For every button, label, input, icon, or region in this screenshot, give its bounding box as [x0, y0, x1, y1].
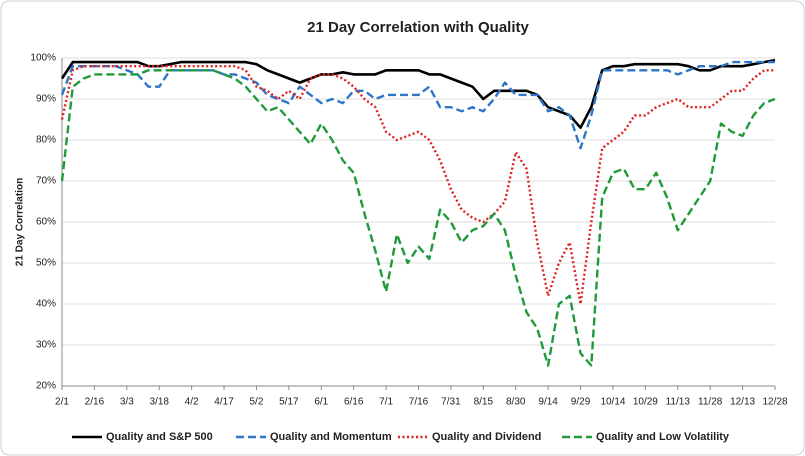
x-tick-label: 9/29 — [571, 397, 591, 408]
x-tick-label: 9/14 — [538, 397, 558, 408]
x-tick-label: 7/31 — [441, 397, 461, 408]
series-line — [60, 69, 776, 367]
x-tick-label: 8/30 — [506, 397, 526, 408]
y-tick-label: 80% — [36, 135, 56, 146]
y-tick-label: 50% — [36, 258, 56, 269]
series-line — [60, 65, 775, 306]
y-tick-label: 40% — [36, 299, 56, 310]
series-line — [60, 60, 775, 150]
x-tick-label: 5/2 — [250, 397, 264, 408]
x-tick-label: 3/18 — [149, 397, 169, 408]
y-tick-label: 60% — [36, 217, 56, 228]
x-tick-label: 3/3 — [120, 397, 134, 408]
y-tick-label: 30% — [36, 340, 56, 351]
x-tick-label: 12/13 — [730, 397, 755, 408]
y-tick-label: 70% — [36, 176, 56, 187]
legend-label: Quality and S&P 500 — [106, 431, 213, 443]
x-tick-label: 8/15 — [474, 397, 494, 408]
x-tick-label: 11/28 — [698, 397, 723, 408]
y-axis-title: 21 Day Correlation — [15, 178, 26, 266]
x-tick-label: 10/14 — [600, 397, 625, 408]
x-tick-label: 4/17 — [214, 397, 234, 408]
x-tick-label: 2/1 — [55, 397, 69, 408]
x-tick-label: 10/29 — [633, 397, 658, 408]
x-tick-label: 11/13 — [666, 397, 691, 408]
legend-label: Quality and Low Volatility — [596, 431, 730, 443]
legend-label: Quality and Dividend — [432, 431, 541, 443]
x-tick-label: 6/16 — [344, 397, 364, 408]
x-tick-label: 2/16 — [85, 397, 105, 408]
y-tick-label: 90% — [36, 94, 56, 105]
x-tick-label: 6/1 — [314, 397, 328, 408]
x-tick-label: 12/28 — [762, 397, 787, 408]
y-tick-label: 100% — [30, 53, 56, 64]
chart-title: 21 Day Correlation with Quality — [307, 19, 529, 36]
x-tick-label: 7/1 — [379, 397, 393, 408]
series-line — [60, 58, 776, 129]
x-tick-label: 7/16 — [409, 397, 429, 408]
y-tick-label: 20% — [36, 381, 56, 392]
legend-label: Quality and Momentum — [270, 431, 392, 443]
x-tick-label: 5/17 — [279, 397, 299, 408]
x-tick-label: 4/2 — [185, 397, 199, 408]
